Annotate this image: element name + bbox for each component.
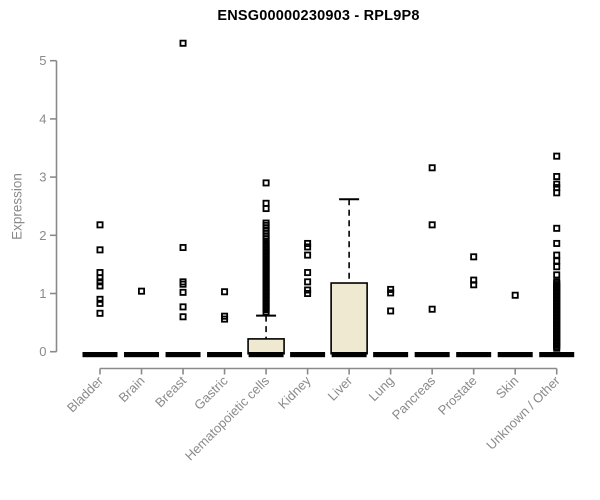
outlier-point — [304, 289, 312, 297]
outlier-point — [179, 303, 187, 311]
outlier-point — [96, 274, 104, 282]
outlier-point — [262, 308, 270, 316]
outlier-point — [553, 263, 561, 271]
outlier-point — [553, 271, 561, 279]
x-category-label: Gastric — [191, 373, 231, 413]
outlier-point — [304, 251, 312, 259]
outlier-point — [96, 278, 104, 286]
outlier-point — [179, 288, 187, 296]
outlier-point — [387, 307, 395, 315]
median-bar — [373, 352, 409, 358]
outlier-point — [96, 246, 104, 254]
median-bar — [165, 352, 201, 358]
chart-title: ENSG00000230903 - RPL9P8 — [217, 8, 420, 24]
outlier-point — [428, 221, 436, 229]
outlier-point — [138, 287, 146, 295]
y-tick-label: 3 — [39, 170, 46, 185]
outlier-point — [470, 253, 478, 261]
outlier-point — [179, 244, 187, 252]
x-category-label: Unknown / Other — [483, 373, 563, 453]
outlier-point — [553, 239, 561, 247]
outlier-point — [221, 315, 229, 323]
y-tick-label: 1 — [39, 286, 46, 301]
median-bar — [497, 352, 533, 358]
x-category-label: Pancreas — [389, 373, 439, 423]
x-category-label: Kidney — [275, 373, 314, 412]
x-category-label: Liver — [325, 373, 356, 404]
outlier-point — [96, 309, 104, 317]
outlier-point — [553, 152, 561, 160]
outlier-point — [304, 243, 312, 251]
median-bar — [207, 352, 243, 358]
median-bar — [414, 352, 450, 358]
box-iqr — [330, 282, 368, 355]
outlier-point — [262, 205, 270, 213]
median-bar — [456, 352, 492, 358]
outlier-point — [179, 313, 187, 321]
outlier-point — [511, 291, 519, 299]
outlier-point — [96, 295, 104, 303]
outlier-point — [553, 251, 561, 259]
median-bar — [290, 352, 326, 358]
median-bar — [248, 352, 284, 358]
median-bar — [331, 352, 367, 358]
x-category-label: Lung — [366, 373, 397, 404]
outlier-point — [428, 305, 436, 313]
y-axis-label: Expression — [9, 173, 25, 240]
outlier-point — [553, 344, 561, 352]
y-tick-label: 4 — [39, 111, 46, 126]
outlier-point — [96, 299, 104, 307]
outlier-point — [96, 221, 104, 229]
y-tick-label: 0 — [39, 344, 46, 359]
outlier-point — [553, 189, 561, 197]
outlier-point — [553, 257, 561, 265]
median-bar — [124, 352, 160, 358]
outlier-point — [553, 173, 561, 181]
x-category-label: Brain — [116, 373, 148, 405]
x-category-label: Prostate — [435, 373, 480, 418]
x-category-label: Bladder — [64, 373, 107, 416]
x-category-label: Breast — [152, 373, 189, 410]
y-tick-label: 2 — [39, 228, 46, 243]
median-bar — [539, 352, 575, 358]
outlier-point — [304, 278, 312, 286]
outlier-point — [304, 269, 312, 277]
outlier-point — [179, 280, 187, 288]
outlier-point — [262, 179, 270, 187]
outlier-point — [553, 224, 561, 232]
outlier-point — [387, 289, 395, 297]
median-bar — [82, 352, 118, 358]
outlier-point — [428, 164, 436, 172]
outlier-point — [179, 39, 187, 47]
x-category-label: Skin — [493, 373, 521, 401]
y-tick-label: 5 — [39, 53, 46, 68]
outlier-point — [96, 282, 104, 290]
box-iqr — [247, 338, 285, 355]
outlier-point — [221, 288, 229, 296]
outlier-point — [470, 281, 478, 289]
